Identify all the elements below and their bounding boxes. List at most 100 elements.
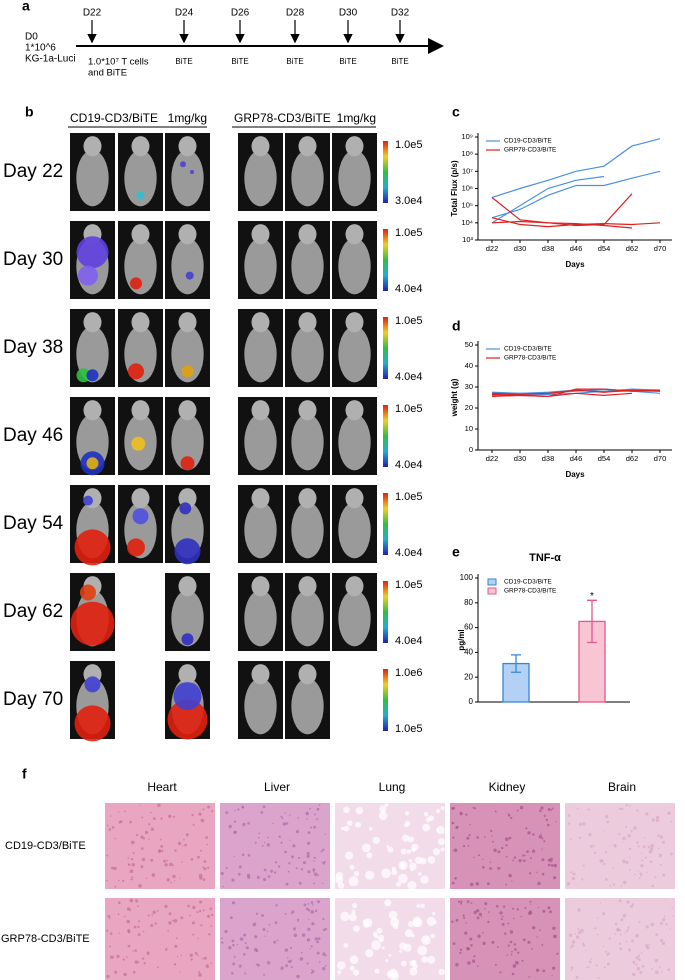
tissue-texture <box>507 814 511 817</box>
tissue-texture <box>233 820 236 823</box>
tissue-texture <box>469 823 471 826</box>
tissue-texture <box>378 811 388 821</box>
tissue-texture <box>267 836 269 839</box>
tissue-texture <box>174 849 177 852</box>
tissue-texture <box>631 939 634 943</box>
tissue-texture <box>507 812 509 814</box>
tissue-texture <box>307 903 310 905</box>
tissue-texture <box>285 882 289 886</box>
scale-max: 1.0e5 <box>395 403 423 415</box>
mouse-head <box>345 312 364 333</box>
tissue-texture <box>127 930 131 934</box>
tissue-texture <box>152 910 156 914</box>
tissue-texture <box>512 964 517 968</box>
tissue-texture <box>202 957 204 960</box>
tissue-texture <box>570 871 573 874</box>
scale-max: 1.0e5 <box>395 227 423 239</box>
tissue-texture <box>643 837 646 839</box>
tissue-texture <box>292 844 296 848</box>
signal <box>86 457 99 470</box>
tissue-texture <box>422 823 431 832</box>
column-label: Liver <box>264 780 290 794</box>
tissue-texture <box>243 933 247 937</box>
tissue-texture <box>539 929 541 931</box>
tissue-texture <box>261 914 264 917</box>
y-tick-label: 80 <box>464 598 473 607</box>
tissue-texture <box>654 876 657 879</box>
mouse-body <box>244 150 277 207</box>
tissue-texture <box>187 904 190 908</box>
tissue-texture <box>387 846 394 853</box>
tissue-texture <box>581 878 584 881</box>
signal <box>173 682 202 711</box>
tissue-texture <box>502 905 506 908</box>
tissue-texture <box>513 917 515 920</box>
tissue-texture <box>596 917 599 919</box>
tissue-texture <box>381 868 391 879</box>
tissue-texture <box>285 822 289 825</box>
tissue-texture <box>311 922 315 926</box>
tissue-texture <box>438 838 445 846</box>
tissue-texture <box>276 939 279 942</box>
scale-min: 4.0e4 <box>395 459 423 471</box>
tissue-texture <box>114 970 118 974</box>
tissue-texture <box>505 837 509 841</box>
tissue-texture <box>136 833 139 837</box>
tissue-texture <box>577 928 580 930</box>
tissue-texture <box>487 920 490 924</box>
tissue-texture <box>291 910 295 914</box>
tissue-texture <box>483 836 486 838</box>
tissue-texture <box>320 850 323 853</box>
tissue-texture <box>237 808 240 811</box>
tissue-texture <box>577 908 581 912</box>
group-dose: 1mg/kg <box>337 111 376 125</box>
tissue-texture <box>639 872 643 876</box>
tissue-texture <box>671 907 674 910</box>
tissue-texture <box>316 807 320 811</box>
event-day: D28 <box>286 8 305 19</box>
signal <box>181 633 194 646</box>
tissue-texture <box>197 937 199 940</box>
tissue-texture <box>490 829 493 833</box>
tissue-texture <box>535 968 540 972</box>
histology-image <box>220 803 330 889</box>
tissue-texture <box>173 963 177 966</box>
legend-label: CD19-CD3/BiTE <box>504 579 552 586</box>
mouse-head <box>178 136 197 157</box>
tissue-texture <box>651 968 653 971</box>
tissue-texture <box>590 844 593 848</box>
tissue-texture <box>127 863 130 866</box>
tissue-texture <box>608 937 611 940</box>
mouse-body <box>244 678 277 735</box>
tissue-texture <box>671 915 674 917</box>
tissue-texture <box>542 909 546 913</box>
tissue-texture <box>587 966 590 969</box>
tissue-texture <box>530 857 532 860</box>
signal <box>130 277 142 290</box>
tissue-texture <box>306 841 311 845</box>
tissue-texture <box>203 860 207 863</box>
mouse-head <box>178 576 197 597</box>
tissue-texture <box>108 828 112 831</box>
tissue-texture <box>585 950 587 952</box>
tissue-texture <box>658 847 660 850</box>
tissue-texture <box>608 952 611 954</box>
tissue-texture <box>295 830 300 834</box>
tissue-texture <box>484 902 488 906</box>
mouse-body <box>244 502 277 559</box>
y-tick-label: 60 <box>464 623 473 632</box>
tissue-texture <box>202 866 205 869</box>
tissue-texture <box>109 945 111 948</box>
tissue-texture <box>491 835 493 837</box>
signal <box>74 529 111 566</box>
tissue-texture <box>466 900 470 903</box>
mouse-body <box>291 590 324 647</box>
tissue-texture <box>540 833 542 835</box>
tissue-texture <box>273 940 277 944</box>
tissue-texture <box>538 835 543 839</box>
scale-max: 1.0e6 <box>395 667 423 679</box>
tissue-texture <box>198 873 203 878</box>
tissue-texture <box>324 833 327 835</box>
tissue-texture <box>203 867 207 871</box>
tissue-texture <box>418 872 422 876</box>
